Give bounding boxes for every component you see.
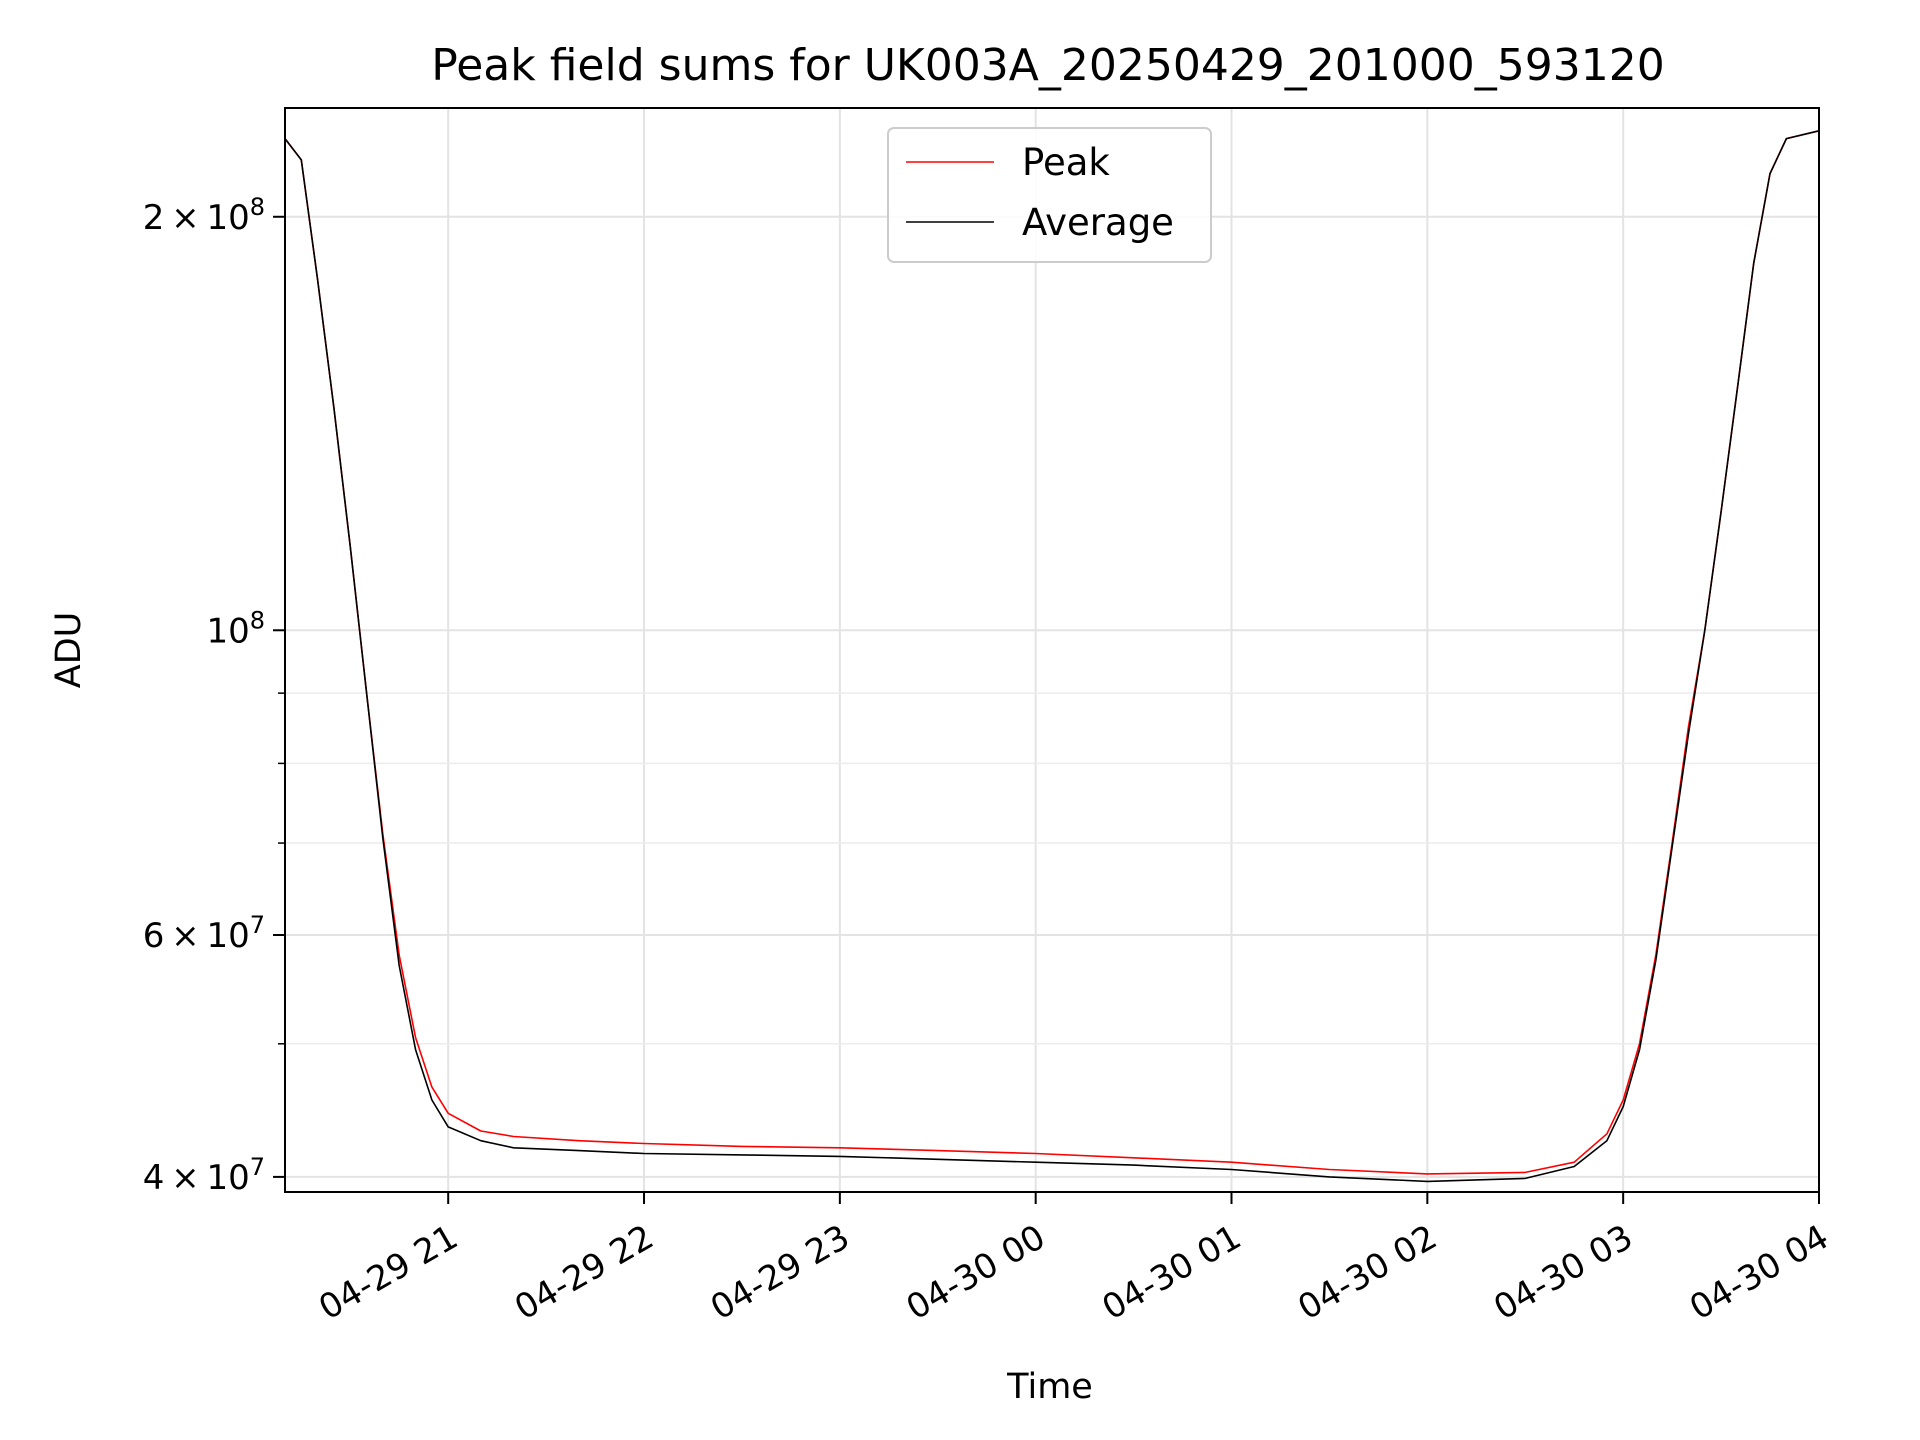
x-axis-label: Time — [1006, 1367, 1093, 1407]
series-line-average — [284, 130, 1820, 1183]
y-tick-label: 4 × 107 — [143, 1153, 265, 1198]
y-tick-label: 2 × 108 — [143, 193, 265, 238]
y-tick-label: 6 × 107 — [143, 911, 265, 956]
legend: Peak Average — [887, 127, 1212, 263]
y-tick-label: 108 — [206, 606, 265, 651]
plot-frame — [284, 107, 1820, 1193]
legend-peak-label: Peak — [1022, 141, 1110, 184]
series-layer — [284, 130, 1820, 1183]
legend-average-label: Average — [1022, 201, 1174, 244]
y-axis-label: ADU — [49, 612, 89, 689]
chart-title: Peak field sums for UK003A_20250429_2010… — [431, 40, 1664, 91]
